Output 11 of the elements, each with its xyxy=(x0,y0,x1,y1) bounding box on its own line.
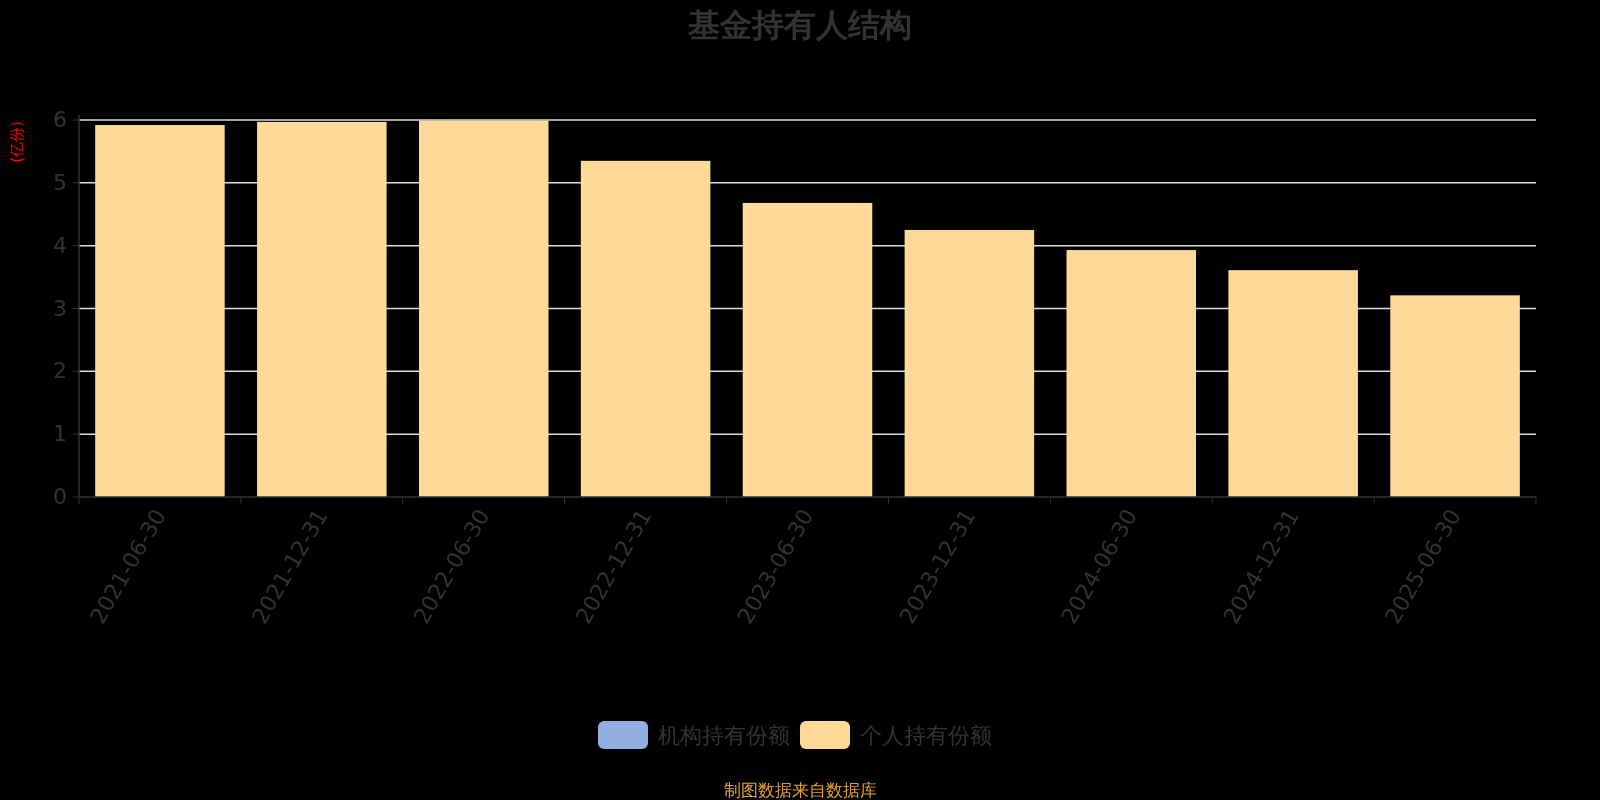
bar xyxy=(418,120,549,497)
bar xyxy=(1228,270,1358,497)
bar xyxy=(95,125,225,497)
text: 制图数据来自数据库 xyxy=(723,780,877,800)
bar xyxy=(1390,295,1520,497)
bar xyxy=(1066,250,1197,497)
bar xyxy=(904,229,1035,497)
bar xyxy=(742,202,873,497)
y-axis-title: (亿份) xyxy=(8,121,26,163)
bar xyxy=(580,160,711,497)
bar xyxy=(257,121,387,497)
